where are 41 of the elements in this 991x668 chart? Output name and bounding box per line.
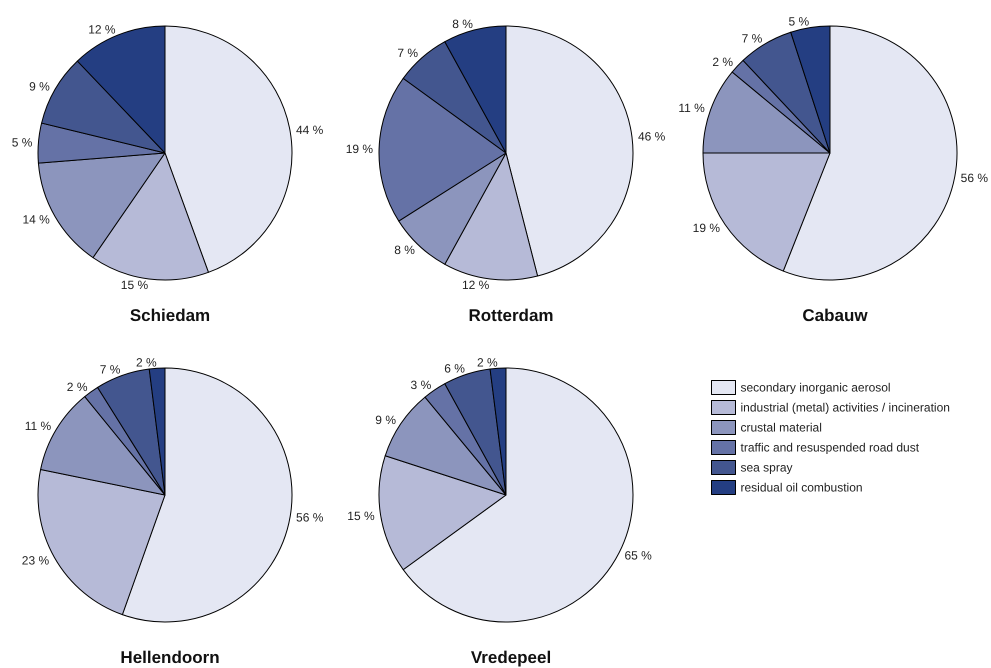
data-label: 65 %	[624, 548, 652, 562]
data-label: 7 %	[100, 362, 121, 377]
data-label: 8 %	[394, 242, 416, 257]
data-label: 23 %	[22, 553, 50, 568]
data-label: 7 %	[397, 46, 418, 60]
text: Cabauw	[802, 306, 868, 325]
legend-label: sea spray	[740, 460, 793, 474]
data-label: 9 %	[375, 413, 396, 428]
data-label: 46 %	[638, 129, 666, 144]
text: Hellendoorn	[120, 648, 220, 667]
data-label: 6 %	[444, 362, 466, 376]
data-label: 56 %	[960, 170, 988, 185]
data-label: 5 %	[12, 135, 33, 150]
data-label: 9 %	[29, 80, 50, 94]
data-label: 19 %	[692, 220, 720, 235]
data-label: 2 %	[712, 54, 734, 69]
data-label: 15 %	[347, 508, 375, 523]
text: Rotterdam	[468, 306, 554, 325]
legend-label: industrial (metal) activities / incineration	[740, 400, 950, 414]
data-label: 15 %	[120, 278, 148, 292]
text: Schiedam	[130, 306, 210, 325]
data-label: 12 %	[462, 278, 490, 292]
data-label: 8 %	[452, 17, 474, 32]
data-label: 2 %	[66, 380, 88, 394]
data-label: 5 %	[788, 14, 810, 29]
data-label: 2 %	[476, 355, 498, 370]
data-label: 44 %	[296, 122, 324, 137]
data-label: 7 %	[742, 32, 763, 46]
legend-label: residual oil combustion	[740, 480, 863, 494]
data-label: 2 %	[136, 355, 158, 370]
text: Vredepeel	[470, 648, 552, 667]
data-label: 56 %	[296, 510, 324, 525]
data-label: 19 %	[346, 142, 374, 156]
legend-label: traffic and resuspended road dust	[740, 440, 920, 454]
data-label: 11 %	[678, 100, 706, 115]
data-label: 3 %	[410, 378, 432, 392]
data-label: 12 %	[88, 22, 116, 37]
legend-label: secondary inorganic aerosol	[740, 380, 891, 394]
data-label: 11 %	[24, 419, 52, 434]
legend-label: crustal material	[740, 420, 822, 434]
data-label: 14 %	[22, 212, 50, 226]
